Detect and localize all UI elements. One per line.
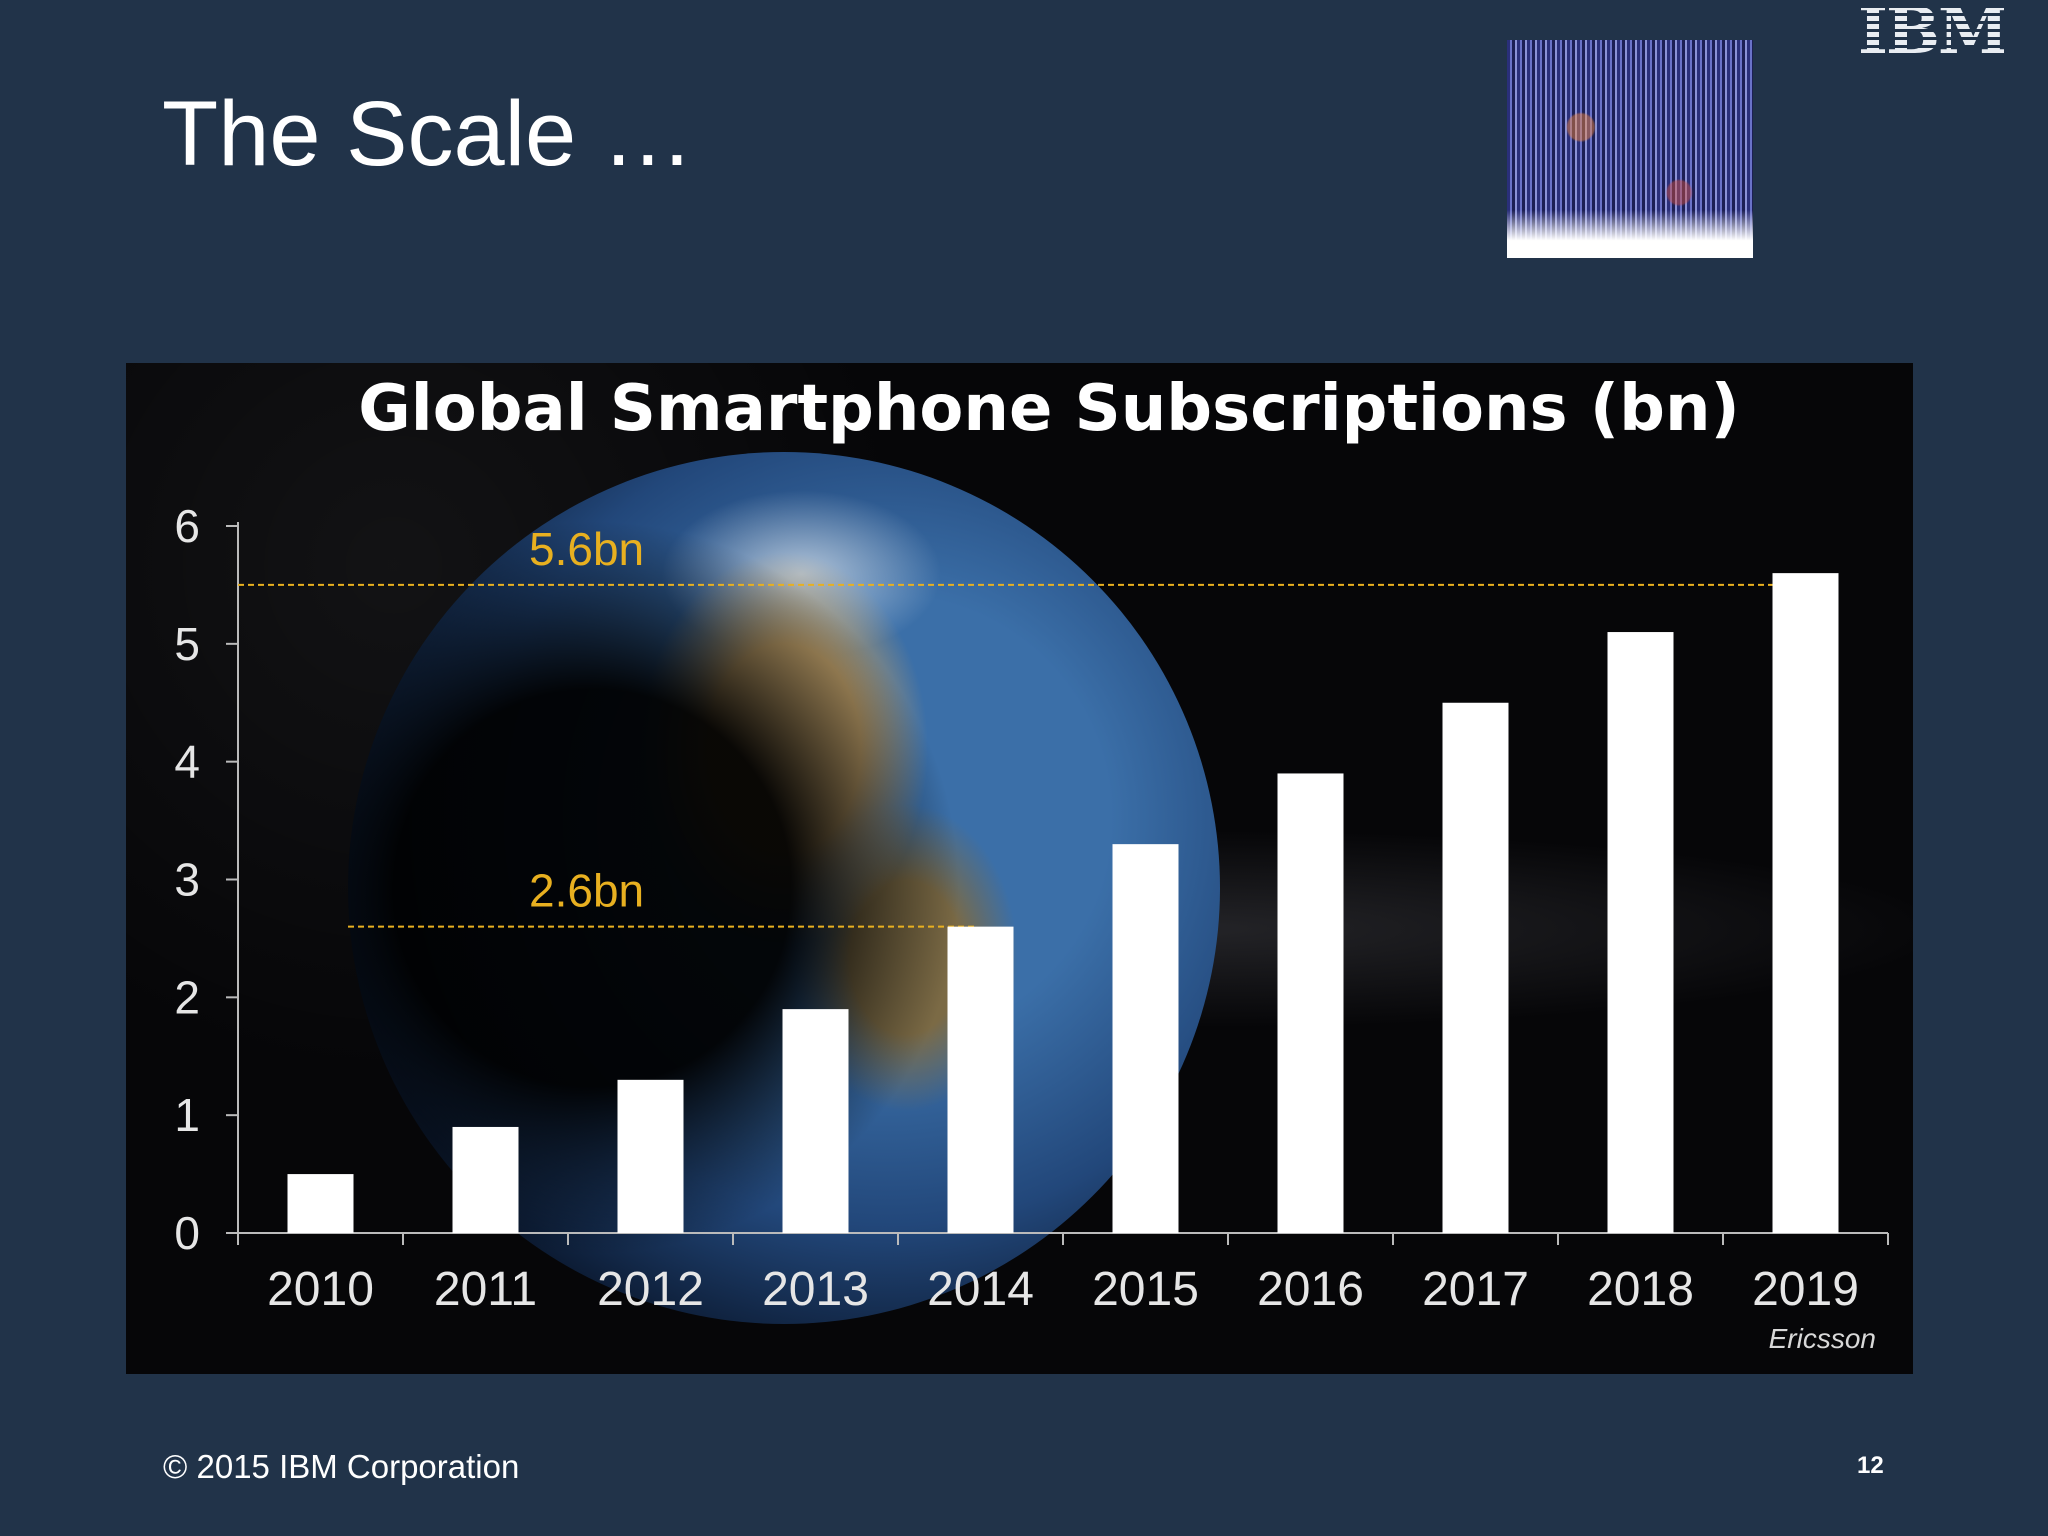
x-tick-label: 2012 [597, 1263, 704, 1316]
annotation-label: 2.6bn [529, 865, 644, 917]
chart-bars: 2010 2011 2012 2013 2014 2015 2016 2017 2018 2019 [267, 573, 1859, 1316]
chart-title: Global Smartphone Subscriptions (bn) [358, 372, 1740, 446]
y-tick-label: 5 [174, 618, 200, 670]
bar-2018 [1607, 632, 1674, 1233]
bar-2016 [1277, 773, 1344, 1233]
bar-2011 [452, 1126, 519, 1233]
x-tick-label: 2016 [1257, 1263, 1364, 1316]
bar-2012 [617, 1079, 684, 1233]
chart-annotations: 5.6bn 2.6bn [238, 523, 1776, 928]
bar-2014 [947, 926, 1014, 1233]
y-tick-label: 4 [174, 736, 200, 788]
bar-2015 [1112, 844, 1179, 1233]
bar-2019 [1772, 573, 1839, 1233]
x-tick-label: 2014 [927, 1263, 1034, 1316]
bar-2017 [1442, 702, 1509, 1233]
y-tick-label: 6 [174, 500, 200, 552]
slide-title: The Scale … [162, 83, 694, 185]
y-tick-label: 1 [174, 1089, 200, 1141]
x-tick-label: 2013 [762, 1263, 869, 1316]
copyright-footer: © 2015 IBM Corporation [163, 1448, 520, 1485]
y-tick-label: 0 [174, 1207, 200, 1259]
ibm-logo: IBM [1858, 0, 2009, 69]
bar-2013 [782, 1009, 849, 1233]
x-tick-label: 2017 [1422, 1263, 1529, 1316]
bar-chart: Global Smartphone Subscriptions (bn) 0 1 2… [174, 372, 1889, 1354]
x-tick-label: 2018 [1587, 1263, 1694, 1316]
chart-panel: Global Smartphone Subscriptions (bn) 0 1 2… [126, 363, 1913, 1374]
bar-2010 [287, 1174, 354, 1233]
y-tick-label: 2 [174, 971, 200, 1023]
page-number: 12 [1857, 1452, 1884, 1479]
x-tick-label: 2010 [267, 1263, 374, 1316]
x-tick-label: 2011 [434, 1263, 537, 1316]
annotation-label: 5.6bn [529, 523, 644, 575]
source-label: Ericsson [1769, 1323, 1876, 1354]
x-tick-label: 2019 [1752, 1263, 1859, 1316]
x-tick-label: 2015 [1092, 1263, 1199, 1316]
crowd-image [1507, 40, 1753, 258]
y-tick-label: 3 [174, 854, 200, 906]
